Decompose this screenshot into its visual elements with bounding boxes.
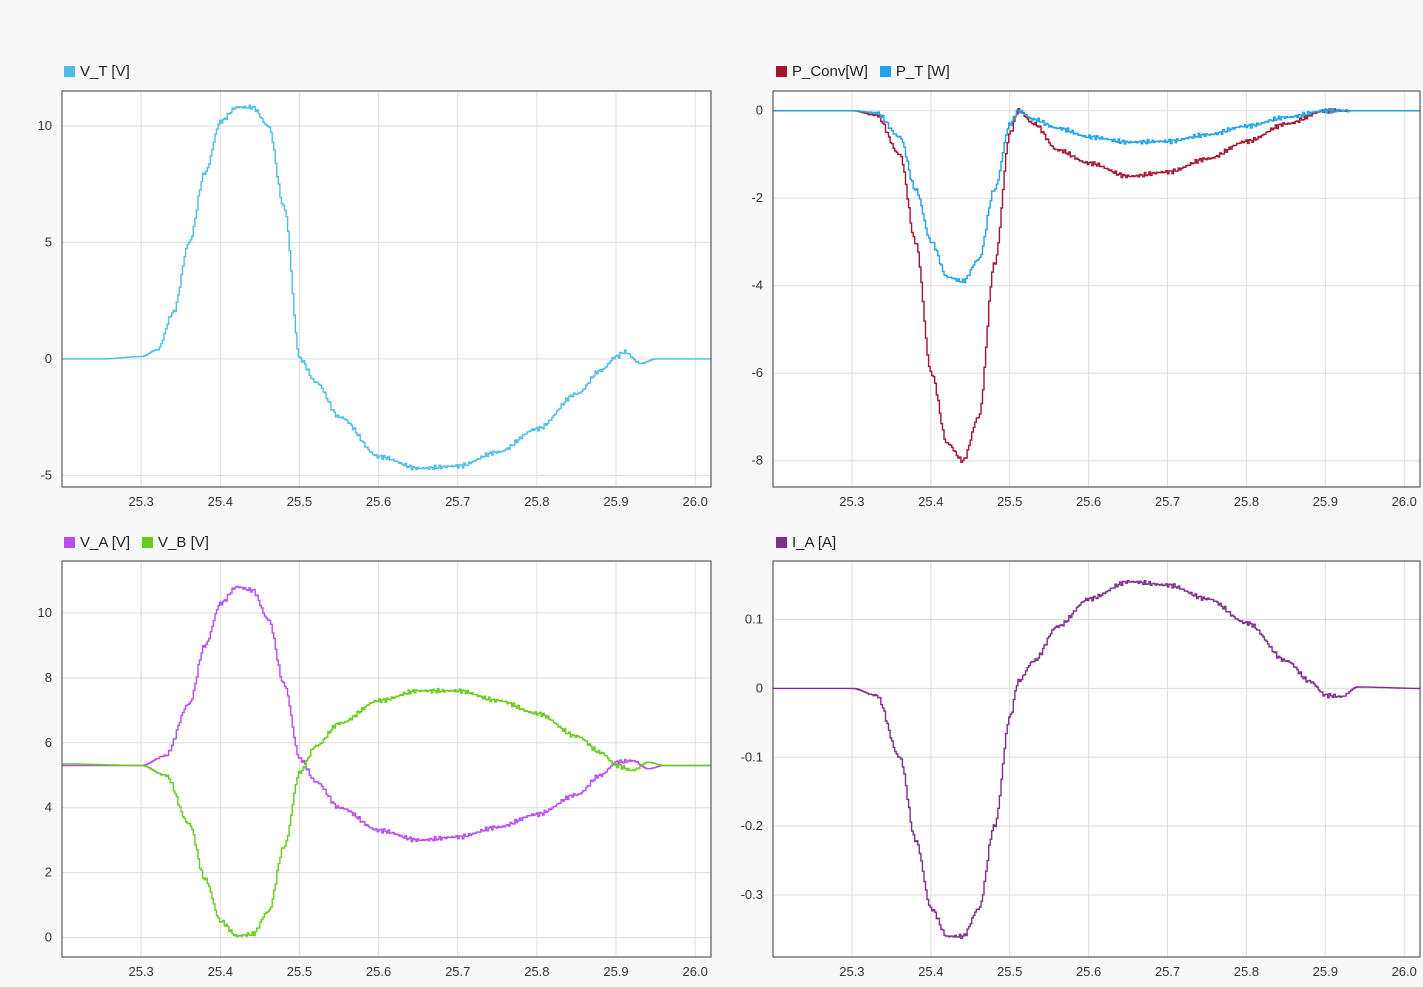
- y-tick-label: -8: [751, 453, 763, 468]
- plot-frame: [61, 560, 712, 958]
- plot-area: [62, 561, 711, 957]
- legend-item[interactable]: P_T [W]: [879, 63, 950, 80]
- legend-item[interactable]: P_Conv[W]: [776, 63, 868, 80]
- x-tick-label: 25.5: [997, 494, 1022, 509]
- y-tick-label: -4: [751, 278, 763, 293]
- x-tick-label: 26.0: [1392, 494, 1417, 509]
- plot-frame: [772, 560, 1421, 958]
- legend-swatch: [64, 537, 75, 548]
- x-tick-label: 26.0: [683, 494, 708, 509]
- x-tick-label: 25.5: [997, 964, 1022, 979]
- x-tick-label: 25.4: [208, 494, 233, 509]
- legend-item[interactable]: V_B [V]: [142, 534, 209, 551]
- x-tick-label: 25.8: [1234, 494, 1259, 509]
- x-tick-label: 25.6: [1076, 964, 1101, 979]
- y-tick-label: 2: [45, 865, 52, 880]
- legend-label: V_B [V]: [158, 534, 209, 551]
- y-tick-label: 0: [756, 680, 763, 695]
- x-tick-label: 25.6: [1076, 494, 1101, 509]
- y-tick-label: -0.1: [741, 749, 763, 764]
- x-tick-label: 25.9: [1313, 494, 1338, 509]
- plot-area: [62, 91, 711, 487]
- legend-swatch: [64, 66, 75, 77]
- y-tick-label: -0.3: [741, 887, 763, 902]
- series-line-v-b-v: [62, 687, 711, 938]
- x-tick-label: 25.4: [208, 964, 233, 979]
- y-tick-label: 6: [45, 735, 52, 750]
- x-tick-label: 25.3: [128, 494, 153, 509]
- y-tick-label: -2: [751, 190, 763, 205]
- x-tick-label: 25.7: [445, 964, 470, 979]
- series-line-v-a-v: [62, 585, 711, 843]
- legend-label: P_Conv[W]: [792, 63, 868, 80]
- series-line-p-conv-w: [773, 108, 1420, 463]
- x-tick-label: 25.9: [1313, 964, 1338, 979]
- legend-swatch: [142, 537, 154, 548]
- legend-swatch: [879, 66, 891, 77]
- legend-label: I_A [A]: [792, 534, 837, 551]
- x-tick-label: 25.7: [1155, 494, 1180, 509]
- x-tick-label: 25.8: [524, 494, 549, 509]
- y-tick-label: 0: [45, 930, 52, 945]
- legend-va-vb[interactable]: V_A [V] V_B [V]: [64, 534, 221, 551]
- y-tick-label: -0.2: [741, 818, 763, 833]
- x-tick-label: 25.3: [839, 964, 864, 979]
- y-tick-label: 10: [38, 605, 52, 620]
- plot-frame: [772, 90, 1421, 488]
- x-tick-label: 25.7: [1155, 964, 1180, 979]
- y-tick-label: 8: [45, 670, 52, 685]
- y-tick-label: 4: [45, 800, 52, 815]
- legend-power[interactable]: P_Conv[W] P_T [W]: [776, 63, 962, 80]
- legend-item[interactable]: I_A [A]: [776, 534, 836, 551]
- plot-frame: [61, 90, 712, 488]
- y-tick-label: 5: [45, 234, 52, 249]
- legend-item[interactable]: V_T [V]: [64, 63, 130, 80]
- x-tick-label: 25.3: [128, 964, 153, 979]
- x-tick-label: 25.6: [366, 964, 391, 979]
- plot-area: [773, 561, 1420, 957]
- legend-ia[interactable]: I_A [A]: [776, 534, 848, 551]
- legend-swatch: [776, 66, 787, 77]
- x-tick-label: 25.9: [603, 494, 628, 509]
- y-tick-label: -5: [40, 467, 52, 482]
- x-tick-label: 26.0: [1392, 964, 1417, 979]
- x-tick-label: 25.5: [287, 964, 312, 979]
- y-tick-label: 0: [756, 103, 763, 118]
- legend-label: P_T [W]: [895, 63, 950, 80]
- y-tick-label: 0: [45, 351, 52, 366]
- x-tick-label: 25.9: [603, 964, 628, 979]
- x-tick-label: 25.5: [287, 494, 312, 509]
- x-tick-label: 25.4: [918, 494, 943, 509]
- x-tick-label: 26.0: [683, 964, 708, 979]
- series-line-p-t-w: [773, 108, 1420, 284]
- plot-area: [773, 91, 1420, 487]
- y-tick-label: -6: [751, 365, 763, 380]
- series-line-i-a-a: [773, 579, 1420, 939]
- y-tick-label: 10: [38, 118, 52, 133]
- x-tick-label: 25.7: [445, 494, 470, 509]
- legend-swatch: [776, 537, 787, 548]
- legend-vt[interactable]: V_T [V]: [64, 63, 142, 80]
- x-tick-label: 25.3: [839, 494, 864, 509]
- x-tick-label: 25.4: [918, 964, 943, 979]
- y-tick-label: 0.1: [745, 612, 763, 627]
- x-tick-label: 25.8: [524, 964, 549, 979]
- x-tick-label: 25.8: [1234, 964, 1259, 979]
- legend-label: V_T [V]: [80, 63, 130, 80]
- x-tick-label: 25.6: [366, 494, 391, 509]
- legend-item[interactable]: V_A [V]: [64, 534, 130, 551]
- series-line-v-t-v: [62, 104, 711, 471]
- legend-label: V_A [V]: [80, 534, 131, 551]
